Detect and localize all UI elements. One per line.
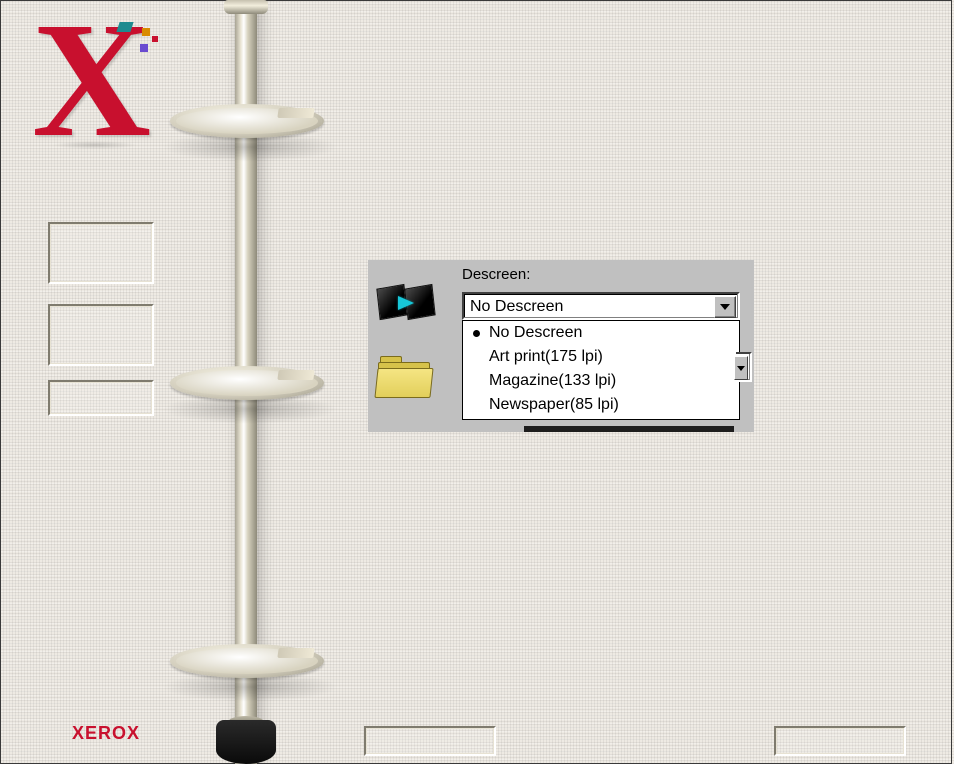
selected-dot-icon — [473, 330, 480, 337]
brand-footer-text: XEROX — [72, 723, 140, 744]
decor-base — [216, 720, 276, 764]
dropdown-button[interactable] — [714, 296, 736, 318]
panel-clip — [524, 426, 734, 432]
option-label: Art print(175 lpi) — [489, 348, 603, 365]
dropdown-button[interactable] — [734, 356, 748, 380]
nav-slot[interactable] — [48, 380, 154, 416]
logo-pixel-icon — [152, 36, 158, 42]
decor-tray — [170, 644, 324, 694]
logo-pixel-icon — [140, 44, 148, 52]
logo-shadow — [30, 138, 160, 152]
folder-icon[interactable] — [376, 356, 434, 400]
descreen-option[interactable]: Newspaper(85 lpi) — [463, 393, 739, 417]
xerox-x-icon: X — [32, 14, 145, 146]
scan-preview-icon[interactable] — [378, 282, 436, 322]
descreen-dropdown-list[interactable]: No Descreen Art print(175 lpi) Magazine(… — [462, 320, 740, 420]
descreen-combobox[interactable]: No Descreen — [462, 292, 740, 320]
descreen-option[interactable]: Magazine(133 lpi) — [463, 369, 739, 393]
descreen-panel: Descreen: No Descreen No Descreen Art pr… — [368, 260, 754, 432]
footer-slot[interactable] — [364, 726, 496, 756]
nav-slot[interactable] — [48, 222, 154, 284]
nav-slot[interactable] — [48, 304, 154, 366]
footer-slot[interactable] — [774, 726, 906, 756]
descreen-option[interactable]: No Descreen — [463, 321, 739, 345]
chevron-down-icon — [737, 366, 745, 371]
secondary-combobox[interactable] — [736, 352, 752, 382]
option-label: Newspaper(85 lpi) — [489, 396, 619, 413]
descreen-selected-value: No Descreen — [470, 298, 563, 316]
descreen-label: Descreen: — [462, 266, 530, 283]
logo-pixel-icon — [142, 28, 150, 36]
chevron-down-icon — [720, 304, 730, 310]
decor-tray — [170, 366, 324, 416]
option-label: No Descreen — [489, 324, 582, 341]
decor-tray — [170, 104, 324, 154]
descreen-option[interactable]: Art print(175 lpi) — [463, 345, 739, 369]
xerox-logo: X — [32, 14, 162, 139]
option-label: Magazine(133 lpi) — [489, 372, 616, 389]
decor-pole-cap — [224, 0, 268, 14]
